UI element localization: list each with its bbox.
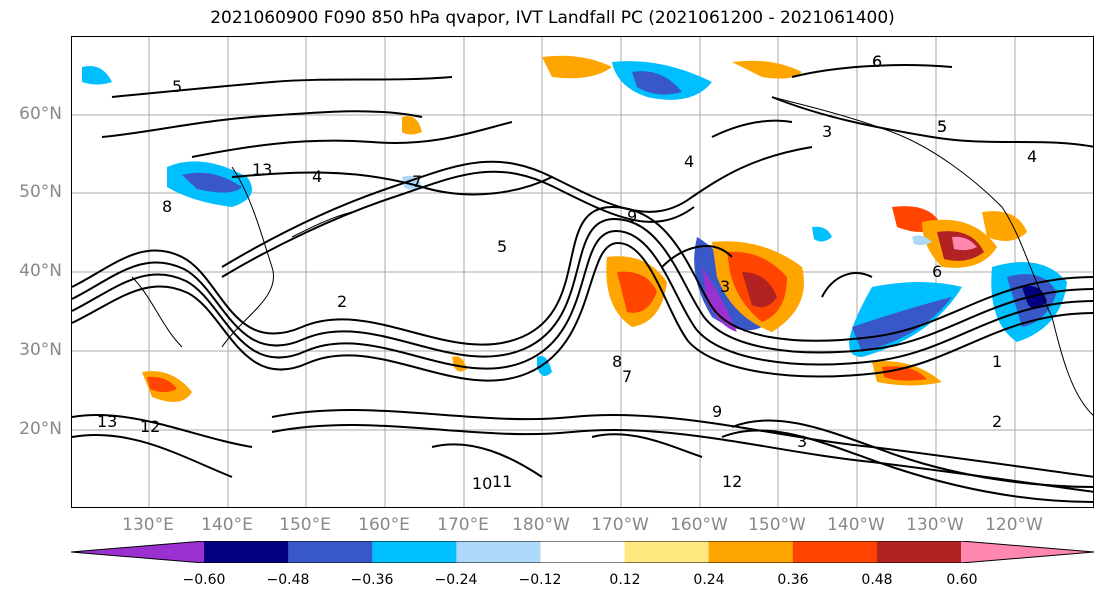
contour-label: 5 bbox=[172, 77, 182, 96]
contour-label: 2 bbox=[337, 292, 347, 311]
contour-label: 9 bbox=[627, 207, 637, 226]
contour-label: 5 bbox=[937, 117, 947, 136]
lon-label: 160°E bbox=[358, 515, 410, 535]
lat-label: 60°N bbox=[19, 104, 62, 124]
contour-label: 10 bbox=[472, 474, 492, 493]
colorbar-segment bbox=[372, 541, 457, 563]
contour-label: 3 bbox=[797, 432, 807, 451]
colorbar-segment bbox=[708, 541, 794, 563]
contour-label: 7 bbox=[622, 367, 632, 386]
contour-label: 12 bbox=[722, 472, 742, 491]
contour-label: 13 bbox=[97, 412, 117, 431]
colorbar-segment bbox=[961, 541, 1094, 563]
map-title: 2021060900 F090 850 hPa qvapor, IVT Land… bbox=[210, 8, 895, 28]
colorbar-tick-label: −0.24 bbox=[434, 572, 478, 588]
lat-label: 20°N bbox=[19, 419, 62, 439]
contour-label: 6 bbox=[872, 52, 882, 71]
colorbar-tick-label: 0.36 bbox=[777, 572, 809, 588]
contour-label: 4 bbox=[312, 167, 322, 186]
qvapor-contours bbox=[72, 64, 1093, 503]
colorbar-tick-label: 0.60 bbox=[946, 572, 978, 588]
contour-label: 3 bbox=[720, 277, 730, 296]
colorbar-segment bbox=[288, 541, 373, 563]
colorbar-segment bbox=[876, 541, 962, 563]
lat-label: 30°N bbox=[19, 340, 62, 360]
lon-label: 120°W bbox=[985, 515, 1043, 535]
contour-label: 11 bbox=[492, 472, 512, 491]
lon-label: 150°E bbox=[279, 515, 331, 535]
colorbar-tick-label: −0.48 bbox=[266, 572, 310, 588]
contour-label: 8 bbox=[612, 352, 622, 371]
lon-label: 130°E bbox=[122, 515, 174, 535]
colorbar-tick-label: 0.24 bbox=[693, 572, 725, 588]
contour-label: 4 bbox=[684, 152, 694, 171]
lon-label: 170°W bbox=[591, 515, 649, 535]
contour-label: 6 bbox=[932, 262, 942, 281]
contour-label: 12 bbox=[140, 417, 160, 436]
lat-label: 50°N bbox=[19, 182, 62, 202]
contour-label: 4 bbox=[1027, 147, 1037, 166]
ivt-anomaly-fill bbox=[82, 55, 1067, 402]
map-panel: 5 6 4 3 13 8 7 5 9 4 3 2 5 6 12 11 10 13… bbox=[71, 36, 1094, 508]
contour-label: 5 bbox=[937, 117, 947, 136]
lon-label: 150°W bbox=[748, 515, 806, 535]
contour-label-group: 5 6 4 3 13 8 7 5 9 4 3 2 5 6 12 11 10 13… bbox=[97, 52, 1037, 493]
contour-label: 8 bbox=[162, 197, 172, 216]
colorbar-segment bbox=[792, 541, 878, 563]
lon-label: 140°E bbox=[201, 515, 253, 535]
colorbar-tick-label: 0.48 bbox=[861, 572, 893, 588]
colorbar-segment bbox=[204, 541, 289, 563]
lon-label: 160°W bbox=[670, 515, 728, 535]
colorbar-tick-label: −0.36 bbox=[350, 572, 394, 588]
colorbar-tick-label: −0.12 bbox=[518, 572, 562, 588]
colorbar-segments bbox=[71, 541, 1094, 563]
colorbar-segment bbox=[624, 541, 710, 563]
map-plot-area: 5 6 4 3 13 8 7 5 9 4 3 2 5 6 12 11 10 13… bbox=[72, 37, 1093, 507]
colorbar-tick-label: 0.12 bbox=[609, 572, 641, 588]
contour-label: 7 bbox=[412, 172, 422, 191]
colorbar-tick-label: −0.60 bbox=[182, 572, 226, 588]
colorbar-segment bbox=[456, 541, 541, 563]
colorbar bbox=[71, 541, 1094, 563]
contour-label: 2 bbox=[992, 412, 1002, 431]
lon-label: 140°W bbox=[827, 515, 885, 535]
lon-label: 180°W bbox=[512, 515, 570, 535]
contour-label: 1 bbox=[992, 352, 1002, 371]
lon-label: 170°E bbox=[437, 515, 489, 535]
contour-label: 3 bbox=[822, 122, 832, 141]
contour-label: 13 bbox=[252, 160, 272, 179]
contour-label: 5 bbox=[497, 237, 507, 256]
lon-label: 130°W bbox=[906, 515, 964, 535]
coastlines bbox=[131, 96, 1093, 416]
colorbar-segment bbox=[71, 541, 204, 563]
colorbar-segment bbox=[540, 541, 626, 563]
contour-label: 9 bbox=[712, 402, 722, 421]
lat-label: 40°N bbox=[19, 261, 62, 281]
contour-label: 6 bbox=[872, 52, 882, 71]
